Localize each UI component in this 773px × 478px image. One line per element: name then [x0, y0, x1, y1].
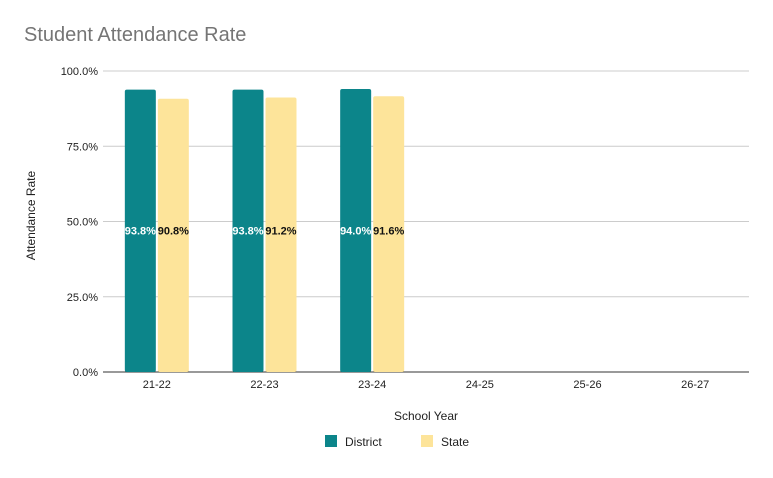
data-label: 94.0%	[340, 226, 371, 238]
y-tick-label: 75.0%	[67, 141, 98, 153]
bar-district	[340, 89, 372, 372]
x-tick-label: 26-27	[681, 379, 709, 391]
bar-district	[124, 89, 156, 373]
legend-label-district: District	[345, 435, 382, 449]
data-label: 93.8%	[125, 226, 156, 238]
x-tick-label: 23-24	[358, 379, 386, 391]
y-tick-label: 0.0%	[73, 367, 98, 379]
x-tick-label: 24-25	[466, 379, 494, 391]
x-tick-label: 21-22	[143, 379, 171, 391]
y-tick-label: 100.0%	[61, 66, 99, 78]
legend-swatch-state	[421, 435, 433, 447]
bar-district	[232, 89, 264, 373]
chart-title: Student Attendance Rate	[24, 24, 247, 46]
data-label: 93.8%	[232, 226, 263, 238]
data-label: 91.2%	[265, 226, 296, 238]
bar-state	[265, 97, 297, 372]
data-label: 91.6%	[373, 226, 404, 238]
x-axis-title: School Year	[394, 409, 458, 423]
x-tick-label: 22-23	[250, 379, 278, 391]
legend-label-state: State	[441, 435, 469, 449]
x-tick-label: 25-26	[573, 379, 601, 391]
y-tick-label: 50.0%	[67, 217, 98, 229]
bar-state	[373, 96, 405, 372]
y-tick-label: 25.0%	[67, 292, 98, 304]
bar-state	[157, 98, 189, 372]
data-label: 90.8%	[158, 226, 189, 238]
legend-swatch-district	[325, 435, 337, 447]
y-axis-title: Attendance Rate	[24, 170, 38, 260]
